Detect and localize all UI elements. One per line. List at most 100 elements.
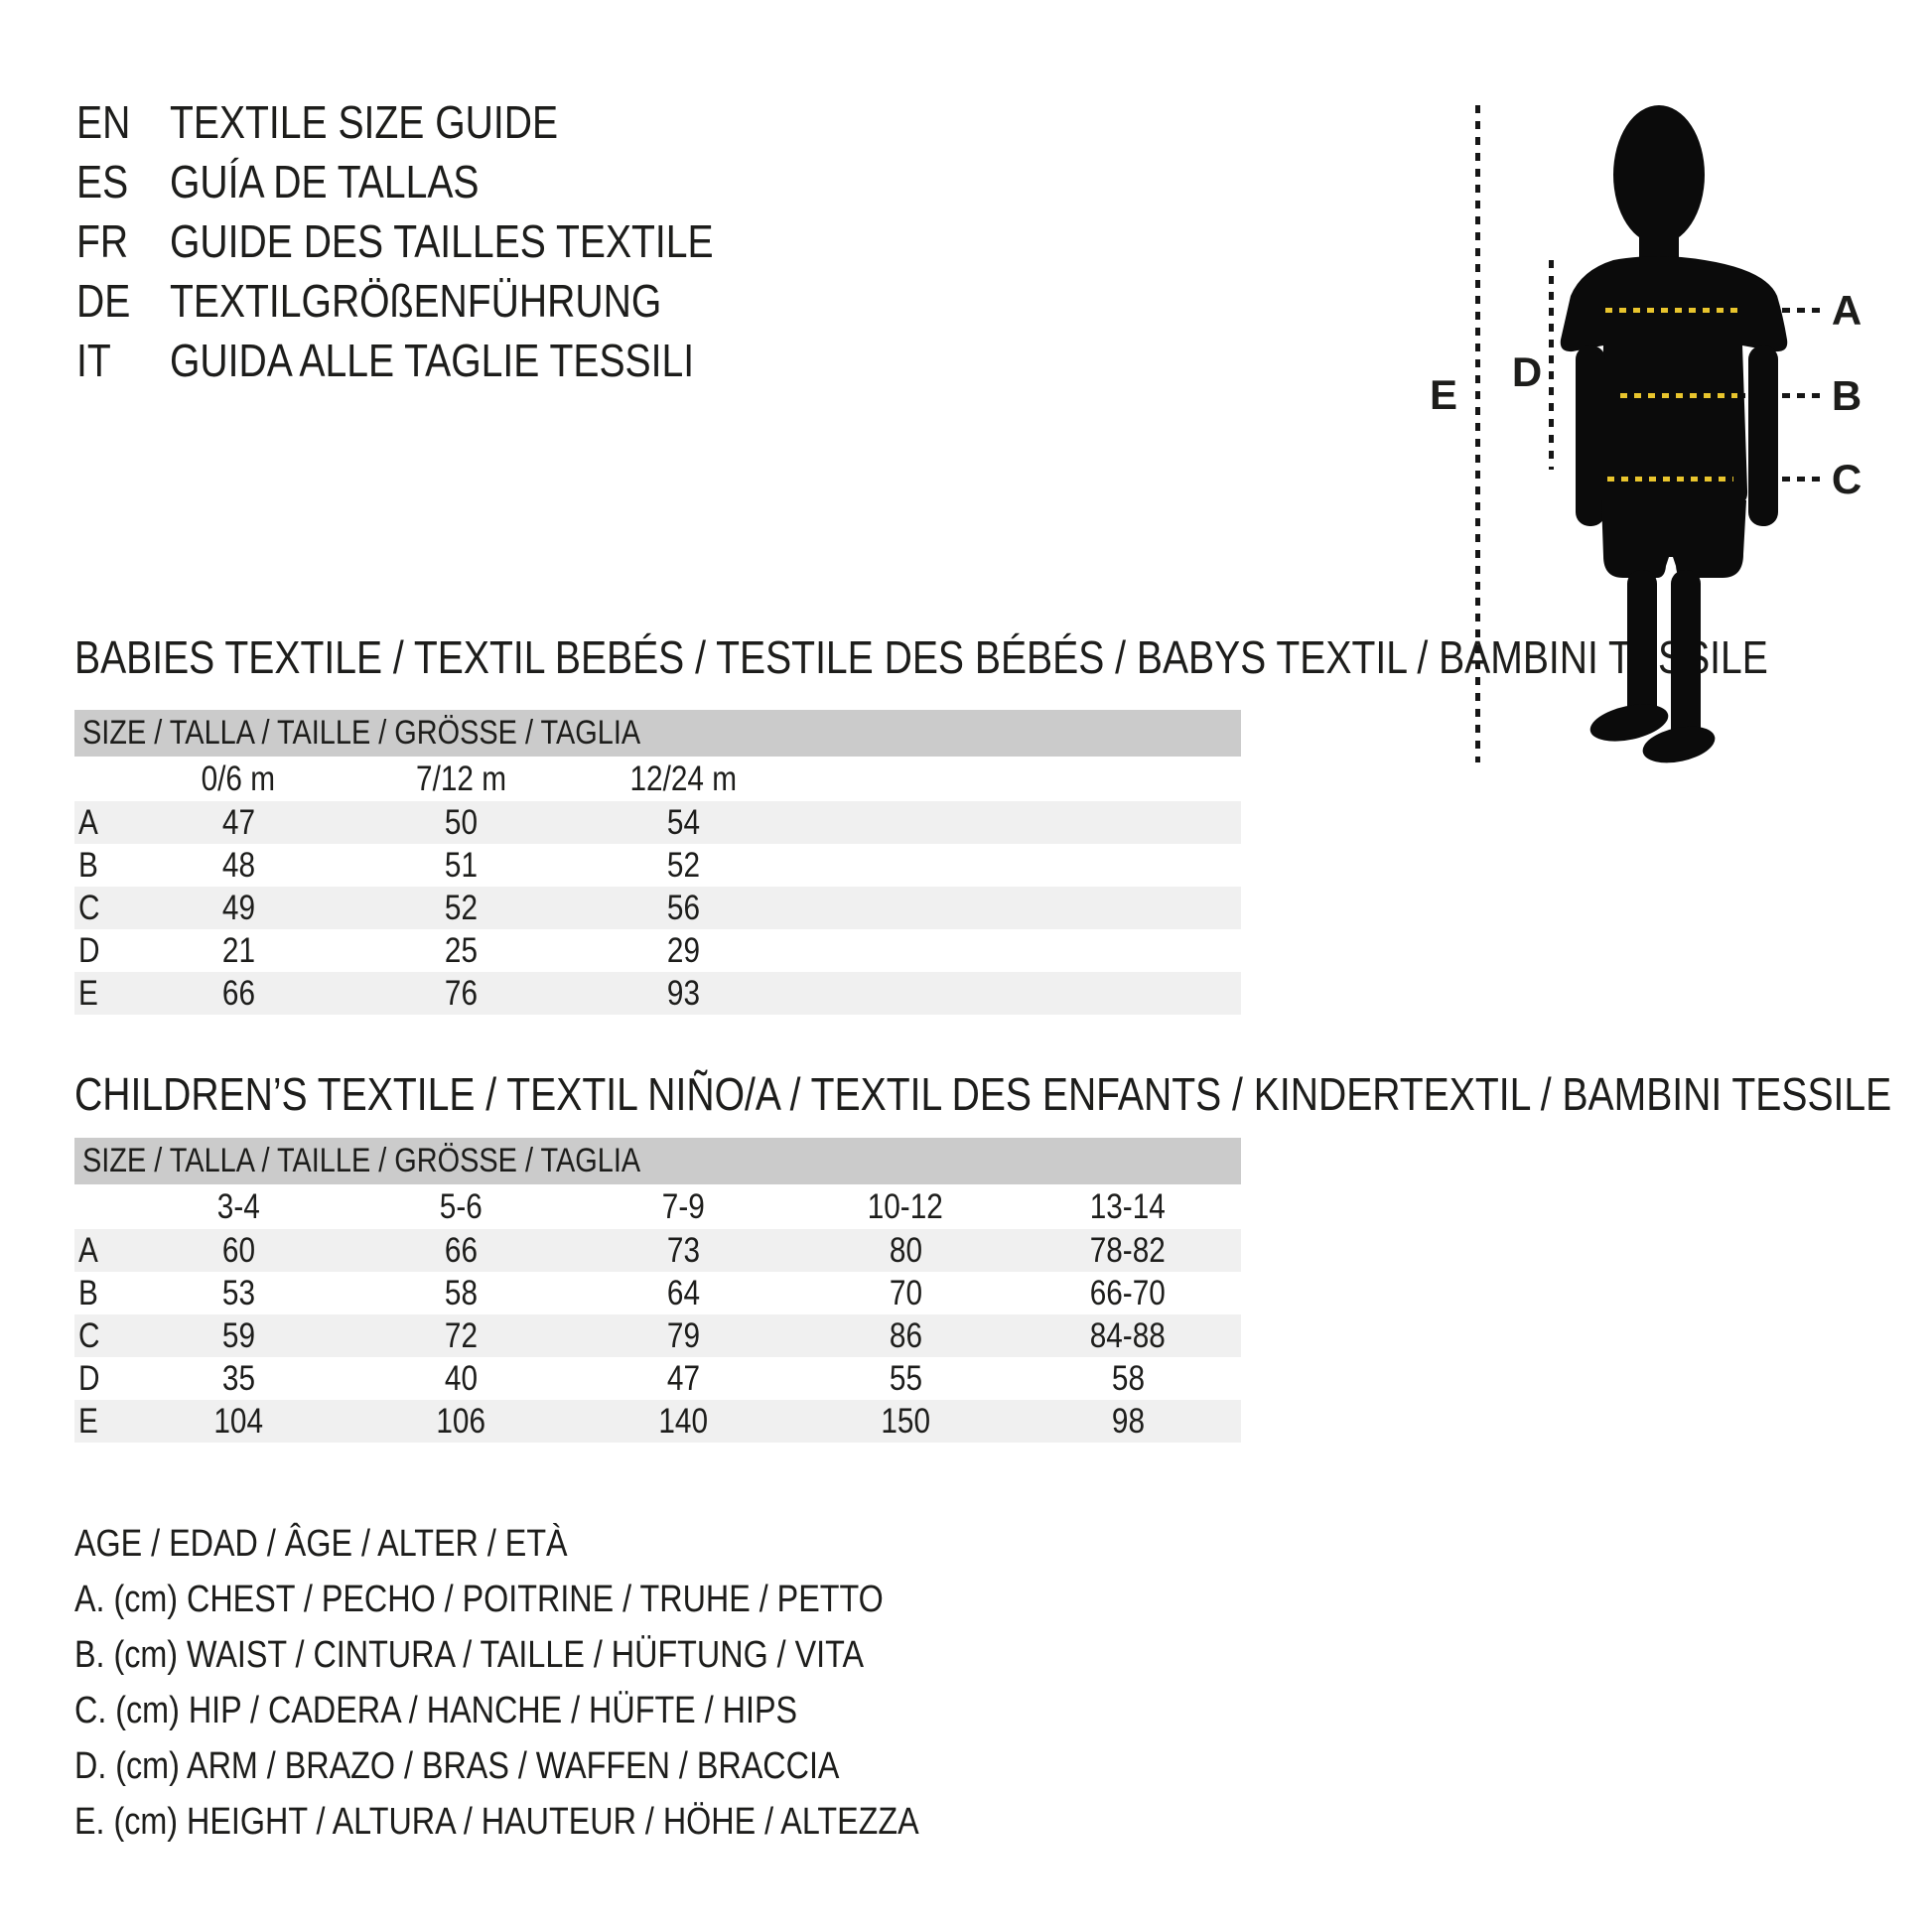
- babies-table-row-d: D 21 25 29: [74, 929, 1241, 972]
- table-cell: 52: [666, 845, 700, 885]
- row-label: C: [78, 888, 100, 927]
- row-label: D: [78, 930, 100, 970]
- guide-title-de: TEXTILGRÖßENFÜHRUNG: [170, 275, 662, 327]
- language-code: EN: [76, 96, 131, 148]
- language-code: DE: [76, 275, 131, 327]
- chest-a-body-line: [1605, 308, 1740, 313]
- row-label: E: [78, 1401, 98, 1441]
- babies-col-header: 0/6 m: [201, 759, 276, 798]
- table-cell: 76: [444, 973, 478, 1013]
- language-title-list: EN TEXTILE SIZE GUIDE ES GUÍA DE TALLAS …: [76, 92, 809, 390]
- guide-title-en: TEXTILE SIZE GUIDE: [170, 96, 559, 148]
- table-cell: 78-82: [1089, 1230, 1167, 1270]
- table-cell: 72: [444, 1315, 478, 1355]
- legend-chest-line: A. (cm) CHEST / PECHO / POITRINE / TRUHE…: [74, 1579, 884, 1620]
- children-table-header-row: 3-4 5-6 7-9 10-12 13-14: [74, 1184, 1241, 1229]
- table-cell: 21: [221, 930, 255, 970]
- table-cell: 66: [444, 1230, 478, 1270]
- children-section-title-text: CHILDREN’S TEXTILE / TEXTIL NIÑO/A / TEX…: [74, 1068, 1892, 1120]
- language-code: ES: [76, 156, 129, 207]
- language-row-de: DE TEXTILGRÖßENFÜHRUNG: [76, 271, 809, 331]
- table-cell: 59: [221, 1315, 255, 1355]
- legend-age-line: AGE / EDAD / ÂGE / ALTER / ETÀ: [74, 1523, 568, 1565]
- guide-title-es: GUÍA DE TALLAS: [170, 156, 480, 207]
- table-cell: 73: [666, 1230, 700, 1270]
- table-cell: 66: [221, 973, 255, 1013]
- children-table-row-c: C 59 72 79 86 84-88: [74, 1314, 1241, 1357]
- table-cell: 50: [444, 802, 478, 842]
- table-cell: 66-70: [1089, 1273, 1167, 1312]
- table-cell: 51: [444, 845, 478, 885]
- table-cell: 25: [444, 930, 478, 970]
- children-col-header: 13-14: [1089, 1186, 1167, 1226]
- table-cell: 52: [444, 888, 478, 927]
- babies-table-row-b: B 48 51 52: [74, 844, 1241, 887]
- arm-d-measure-line: [1549, 260, 1554, 470]
- row-label: B: [78, 845, 98, 885]
- language-row-it: IT GUIDA ALLE TAGLIE TESSILI: [76, 331, 809, 390]
- babies-col-header: 12/24 m: [629, 759, 737, 798]
- row-label: D: [78, 1358, 100, 1398]
- children-col-header: 7-9: [661, 1186, 705, 1226]
- babies-size-header-bar: SIZE / TALLA / TAILLE / GRÖSSE / TAGLIA: [74, 710, 1241, 757]
- language-row-en: EN TEXTILE SIZE GUIDE: [76, 92, 809, 152]
- babies-table-row-e: E 66 76 93: [74, 972, 1241, 1015]
- table-cell: 70: [889, 1273, 922, 1312]
- children-table-row-a: A 60 66 73 80 78-82: [74, 1229, 1241, 1272]
- children-col-header: 3-4: [216, 1186, 260, 1226]
- table-cell: 47: [666, 1358, 700, 1398]
- marker-label-b: B: [1831, 372, 1863, 419]
- language-code: FR: [76, 215, 129, 267]
- table-cell: 86: [889, 1315, 922, 1355]
- table-cell: 49: [221, 888, 255, 927]
- babies-table-row-c: C 49 52 56: [74, 887, 1241, 929]
- table-cell: 55: [889, 1358, 922, 1398]
- babies-table-header-row: 0/6 m 7/12 m 12/24 m: [74, 757, 1241, 801]
- table-cell: 35: [221, 1358, 255, 1398]
- marker-label-c: C: [1831, 456, 1863, 502]
- table-cell: 53: [221, 1273, 255, 1312]
- table-cell: 84-88: [1089, 1315, 1167, 1355]
- children-size-table: 3-4 5-6 7-9 10-12 13-14 A 60 66 73 80 78…: [74, 1184, 1241, 1443]
- table-cell: 58: [444, 1273, 478, 1312]
- children-size-header-bar: SIZE / TALLA / TAILLE / GRÖSSE / TAGLIA: [74, 1138, 1241, 1184]
- table-cell: 64: [666, 1273, 700, 1312]
- guide-title-fr: GUIDE DES TAILLES TEXTILE: [170, 215, 714, 267]
- row-label: E: [78, 973, 98, 1013]
- table-cell: 60: [221, 1230, 255, 1270]
- table-cell: 79: [666, 1315, 700, 1355]
- table-cell: 104: [213, 1401, 263, 1441]
- language-code: IT: [76, 335, 111, 386]
- children-col-header: 5-6: [439, 1186, 483, 1226]
- row-label: C: [78, 1315, 100, 1355]
- table-cell: 93: [666, 973, 700, 1013]
- children-table-row-d: D 35 40 47 55 58: [74, 1357, 1241, 1400]
- table-cell: 58: [1111, 1358, 1145, 1398]
- table-cell: 56: [666, 888, 700, 927]
- marker-label-a: A: [1831, 287, 1863, 334]
- babies-table-row-a: A 47 50 54: [74, 801, 1241, 844]
- hip-c-body-line: [1607, 477, 1733, 482]
- children-size-header-text: SIZE / TALLA / TAILLE / GRÖSSE / TAGLIA: [82, 1142, 641, 1179]
- marker-label-d: D: [1511, 348, 1543, 395]
- table-cell: 150: [881, 1401, 930, 1441]
- babies-size-header-text: SIZE / TALLA / TAILLE / GRÖSSE / TAGLIA: [82, 714, 641, 752]
- row-label: B: [78, 1273, 98, 1312]
- table-cell: 47: [221, 802, 255, 842]
- height-e-measure-line: [1475, 105, 1480, 762]
- babies-section-title-text: BABIES TEXTILE / TEXTIL BEBÉS / TESTILE …: [74, 631, 1768, 683]
- marker-label-e: E: [1429, 371, 1457, 418]
- table-cell: 80: [889, 1230, 922, 1270]
- legend-waist-line: B. (cm) WAIST / CINTURA / TAILLE / HÜFTU…: [74, 1634, 865, 1676]
- table-cell: 54: [666, 802, 700, 842]
- children-section-title: CHILDREN’S TEXTILE / TEXTIL NIÑO/A / TEX…: [74, 1064, 1932, 1124]
- babies-col-header: 7/12 m: [415, 759, 506, 798]
- table-cell: 140: [658, 1401, 708, 1441]
- legend-arm-line: D. (cm) ARM / BRAZO / BRAS / WAFFEN / BR…: [74, 1745, 840, 1787]
- measurement-legend: AGE / EDAD / ÂGE / ALTER / ETÀ A. (cm) C…: [74, 1516, 1068, 1850]
- language-row-es: ES GUÍA DE TALLAS: [76, 152, 809, 211]
- child-silhouette-icon: [1560, 105, 1788, 763]
- row-label: A: [78, 802, 98, 842]
- waist-b-body-line: [1620, 393, 1737, 398]
